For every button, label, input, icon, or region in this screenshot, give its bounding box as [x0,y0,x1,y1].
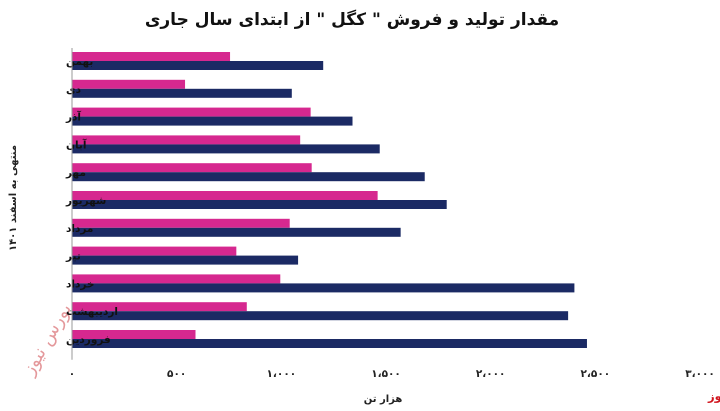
category-label: فروردین [66,334,111,346]
bar-series2-4 [72,144,380,154]
bar-series2-7 [72,227,401,237]
bar-series2-1 [72,61,324,70]
bar-series2-5 [72,172,425,182]
bar-series1-1 [72,52,231,61]
x-tick-label: ۳،۰۰۰ [685,368,715,380]
category-label: تیر [65,251,81,263]
chart-title: مقدار تولید و فروش " کگل " از ابتدای سال… [145,9,559,30]
bar-series1-9 [72,274,281,284]
bar-series1-2 [72,79,186,89]
x-tick-label: ۲،۰۰۰ [476,368,506,380]
category-label: آبان [66,138,87,151]
x-axis-title: هزار تن [364,394,403,405]
category-label: اردیبهشت [66,306,118,318]
bar-series2-3 [72,116,353,126]
y-axis-title: منتهی به اسفند ۱۴۰۱ [8,145,19,251]
bar-series2-6 [72,200,447,209]
x-tick-label: ۱،۰۰۰ [267,368,297,380]
category-labels: بهمن دی آذر آبان مهر شهریور مرداد تیر خرداد اردیب… [65,56,118,346]
category-label: مرداد [66,223,93,235]
brand-logo-text: بورس نیوز [707,389,720,404]
bar-series1-4 [72,135,301,145]
bar-series2-11 [72,339,587,348]
category-label: شهریور [65,195,106,207]
bar-series2-9 [72,283,575,293]
bar-series2-2 [72,88,292,98]
category-label: مهر [65,167,86,179]
bar-series1-5 [72,163,312,173]
bar-series2-8 [72,255,299,265]
x-tick-label: ۱،۵۰۰ [371,368,401,380]
category-label: دی [66,84,82,96]
bar-series2-10 [72,311,569,321]
bar-series1-7 [72,218,290,228]
x-tick-label: ۲،۵۰۰ [581,368,611,380]
bar-series1-3 [72,107,311,117]
bar-series1-10 [72,302,247,312]
bar-series1-6 [72,191,378,200]
x-tick-labels: ۰ ۵۰۰ ۱،۰۰۰ ۱،۵۰۰ ۲،۰۰۰ ۲،۵۰۰ ۳،۰۰۰ [69,368,715,380]
bars-group [72,52,587,348]
category-label: آذر [65,111,81,124]
category-label: خرداد [66,278,94,290]
bar-series1-11 [72,330,196,339]
category-label: بهمن [66,56,93,68]
bar-series1-8 [72,246,237,256]
x-tick-label: ۰ [69,368,75,380]
x-tick-label: ۵۰۰ [167,368,186,380]
